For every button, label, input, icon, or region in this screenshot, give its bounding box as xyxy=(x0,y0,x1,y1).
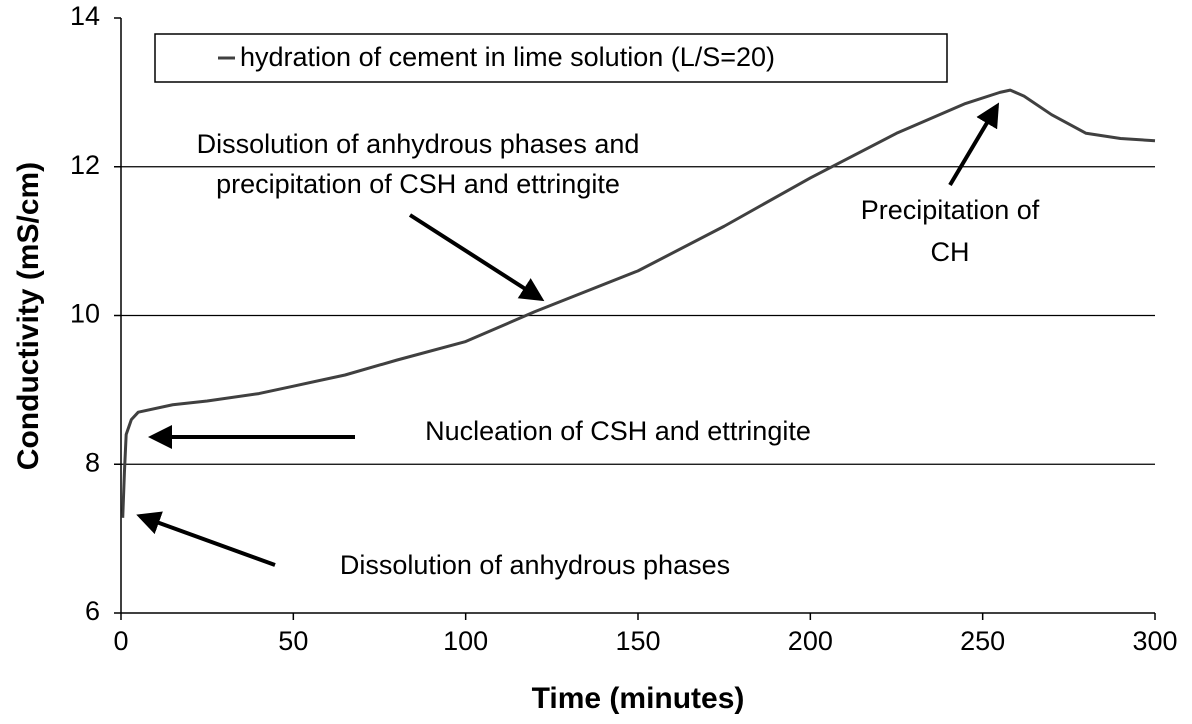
annotation: Dissolution of anhydrous phases xyxy=(340,550,730,580)
arrow xyxy=(408,213,545,302)
x-tick-label: 0 xyxy=(113,626,128,656)
arrow xyxy=(136,511,276,567)
annotation: Nucleation of CSH and ettringite xyxy=(425,416,811,446)
y-tick-label: 12 xyxy=(70,150,100,180)
grid xyxy=(121,166,1155,465)
annotation: precipitation of CSH and ettringite xyxy=(216,169,620,199)
annotation: Dissolution of anhydrous phases and xyxy=(197,129,640,159)
y-axis-title: Conductivity (mS/cm) xyxy=(12,162,45,470)
annotation: Precipitation of xyxy=(861,195,1040,225)
annotation: CH xyxy=(931,237,970,267)
x-axis-title: Time (minutes) xyxy=(532,682,745,715)
x-tick-label: 50 xyxy=(278,626,308,656)
legend xyxy=(154,33,948,83)
x-tick-label: 200 xyxy=(788,626,833,656)
x-tick-label: 100 xyxy=(443,626,488,656)
x-tick-label: 250 xyxy=(960,626,1005,656)
x-tick-label: 300 xyxy=(1132,626,1177,656)
y-tick-label: 8 xyxy=(85,447,100,477)
legend-label: hydration of cement in lime solution (L/… xyxy=(240,42,775,72)
y-tick-label: 14 xyxy=(70,1,100,31)
x-tick-label: 150 xyxy=(615,626,660,656)
y-tick-label: 6 xyxy=(85,596,100,626)
data-line xyxy=(121,88,1156,518)
arrow xyxy=(948,102,1000,187)
y-tick-label: 10 xyxy=(70,299,100,329)
